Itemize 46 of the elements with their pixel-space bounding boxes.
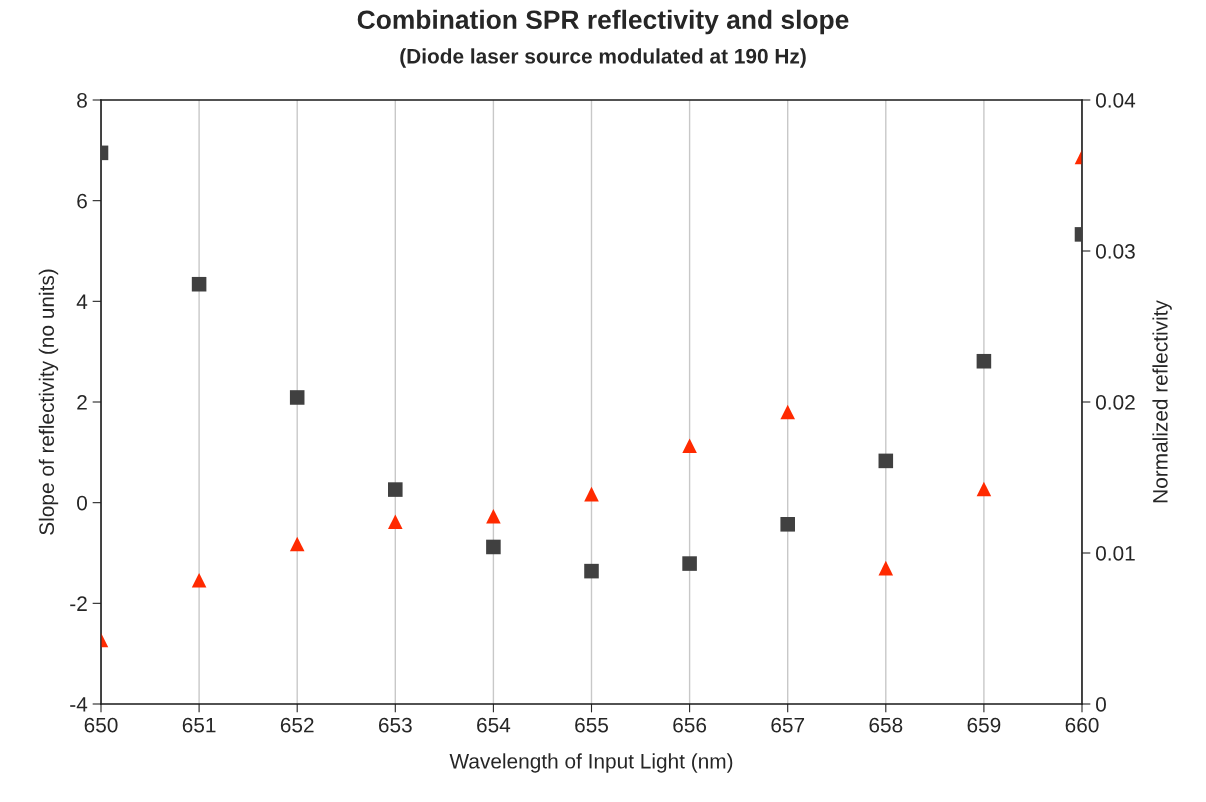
y-tick-label: -2 bbox=[70, 596, 87, 611]
point bbox=[878, 560, 894, 576]
y2-tick-label: 0.01 bbox=[1096, 546, 1135, 561]
point bbox=[780, 404, 795, 420]
x-tick-label: 655 bbox=[575, 717, 609, 733]
y2-tick-label: 0 bbox=[1096, 697, 1106, 712]
point bbox=[780, 517, 795, 532]
point bbox=[584, 486, 599, 502]
x-tick-label: 654 bbox=[477, 717, 511, 733]
x-tick-label: 652 bbox=[280, 717, 314, 733]
y2-tick-label: 0.04 bbox=[1096, 93, 1136, 108]
point bbox=[976, 353, 992, 369]
point bbox=[682, 556, 697, 571]
point bbox=[584, 563, 599, 579]
y-tick-label: 2 bbox=[77, 395, 87, 410]
point bbox=[388, 514, 403, 530]
y2-axis-title: Normalized reflectivity bbox=[1152, 300, 1172, 503]
point bbox=[682, 438, 697, 454]
point bbox=[878, 453, 894, 469]
x-axis-title: Wavelength of Input Light (nm) bbox=[449, 753, 733, 773]
point bbox=[289, 390, 305, 405]
y2-tick-label: 0.02 bbox=[1096, 395, 1135, 410]
y-tick-label: 0 bbox=[77, 495, 87, 511]
chart-title: Combination SPR reflectivity and slope bbox=[357, 9, 849, 35]
y-tick-label: 8 bbox=[77, 93, 87, 108]
point bbox=[191, 572, 207, 588]
x-tick-label: 659 bbox=[967, 717, 1001, 733]
y-tick-label: 6 bbox=[77, 193, 87, 209]
point bbox=[191, 276, 207, 292]
x-tick-label: 650 bbox=[84, 717, 118, 733]
x-tick-label: 658 bbox=[869, 717, 903, 733]
x-tick-label: 657 bbox=[771, 717, 805, 733]
x-tick-label: 656 bbox=[673, 717, 707, 733]
x-tick-label: 653 bbox=[378, 717, 412, 733]
point bbox=[486, 539, 501, 555]
point bbox=[289, 536, 305, 552]
x-tick-label: 651 bbox=[182, 717, 216, 733]
y-axis-title: Slope of reflectivity (no units) bbox=[38, 269, 59, 535]
chart-subtitle: (Diode laser source modulated at 190 Hz) bbox=[400, 48, 806, 68]
point bbox=[388, 482, 403, 497]
point bbox=[976, 481, 992, 497]
x-tick-label: 660 bbox=[1065, 717, 1099, 733]
y-tick-label: -4 bbox=[70, 697, 88, 712]
point bbox=[486, 508, 501, 524]
y-tick-label: 4 bbox=[76, 294, 88, 309]
y2-tick-label: 0.03 bbox=[1096, 244, 1135, 259]
